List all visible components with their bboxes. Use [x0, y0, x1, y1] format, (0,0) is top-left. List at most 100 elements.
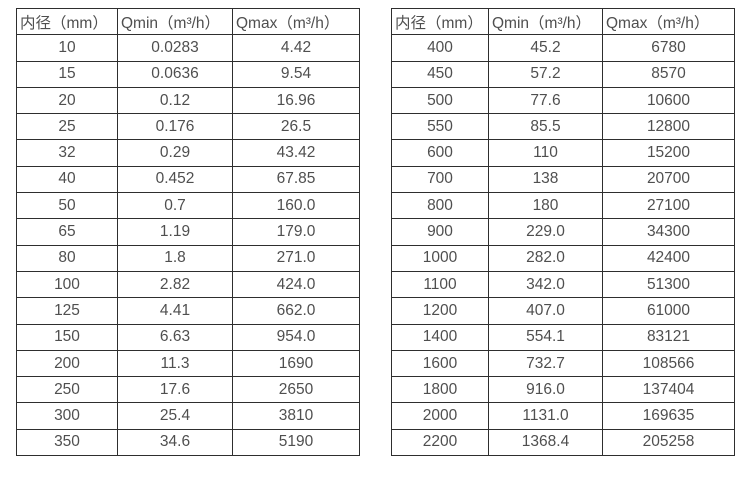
table-row: 20 0.12 16.96: [16, 86, 360, 115]
table-row: 125 4.41 662.0: [16, 297, 360, 325]
table-cell: 1100: [391, 270, 489, 299]
table-row: 65 1.19 179.0: [16, 218, 360, 246]
table-body-left: 10 0.0283 4.42 15 0.0636 9.54 20 0.12 16.96 25 0.1…: [16, 34, 360, 457]
table-row: 1000 282.0 42400: [391, 244, 735, 272]
table-row: 1100 342.0 51300: [391, 270, 735, 299]
table-cell: 3810: [232, 402, 360, 430]
table-cell: 12800: [602, 113, 735, 141]
table-cell: 45.2: [488, 34, 603, 62]
table-cell: 205258: [602, 428, 735, 457]
column-header-diameter: 内径（mm）: [16, 7, 118, 36]
table-cell: 1600: [391, 349, 489, 378]
table-header-row-left: 内径（mm） Qmin（m³/h） Qmax（m³/h）: [16, 7, 360, 36]
table-cell: 17.6: [117, 376, 233, 404]
table-cell: 51300: [602, 270, 735, 299]
table-cell: 500: [391, 86, 489, 115]
table-cell: 110: [488, 139, 603, 167]
table-cell: 2000: [391, 402, 489, 430]
table-cell: 1400: [391, 323, 489, 351]
table-cell: 662.0: [232, 297, 360, 325]
table-row: 800 180 27100: [391, 192, 735, 220]
table-cell: 450: [391, 60, 489, 88]
table-cell: 954.0: [232, 323, 360, 351]
table-cell: 61000: [602, 297, 735, 325]
table-cell: 125: [16, 297, 118, 325]
table-cell: 300: [16, 402, 118, 430]
table-cell: 43.42: [232, 139, 360, 167]
table-cell: 77.6: [488, 86, 603, 115]
table-row: 300 25.4 3810: [16, 402, 360, 430]
table-cell: 100: [16, 270, 118, 299]
table-row: 250 17.6 2650: [16, 376, 360, 404]
flow-table-right: 内径（mm） Qmin（m³/h） Qmax（m³/h） 400 45.2 6780…: [391, 7, 735, 457]
table-cell: 26.5: [232, 113, 360, 141]
table-cell: 2.82: [117, 270, 233, 299]
table-cell: 400: [391, 34, 489, 62]
table-cell: 342.0: [488, 270, 603, 299]
table-cell: 0.452: [117, 165, 233, 194]
table-cell: 85.5: [488, 113, 603, 141]
table-row: 700 138 20700: [391, 165, 735, 194]
table-cell: 20: [16, 86, 118, 115]
table-cell: 25.4: [117, 402, 233, 430]
table-cell: 83121: [602, 323, 735, 351]
table-row: 15 0.0636 9.54: [16, 60, 360, 88]
table-cell: 229.0: [488, 218, 603, 246]
table-cell: 8570: [602, 60, 735, 88]
table-cell: 0.7: [117, 192, 233, 220]
table-cell: 1200: [391, 297, 489, 325]
flow-table-left: 内径（mm） Qmin（m³/h） Qmax（m³/h） 10 0.0283 4.4…: [16, 7, 360, 457]
table-cell: 20700: [602, 165, 735, 194]
table-cell: 50: [16, 192, 118, 220]
table-cell: 67.85: [232, 165, 360, 194]
table-cell: 160.0: [232, 192, 360, 220]
table-header-row-right: 内径（mm） Qmin（m³/h） Qmax（m³/h）: [391, 7, 735, 36]
table-cell: 15200: [602, 139, 735, 167]
table-cell: 65: [16, 218, 118, 246]
table-cell: 0.12: [117, 86, 233, 115]
table-cell: 4.41: [117, 297, 233, 325]
table-cell: 424.0: [232, 270, 360, 299]
table-cell: 27100: [602, 192, 735, 220]
table-cell: 732.7: [488, 349, 603, 378]
table-row: 350 34.6 5190: [16, 428, 360, 457]
table-cell: 6.63: [117, 323, 233, 351]
table-row: 32 0.29 43.42: [16, 139, 360, 167]
table-row: 1400 554.1 83121: [391, 323, 735, 351]
table-cell: 800: [391, 192, 489, 220]
table-cell: 916.0: [488, 376, 603, 404]
table-cell: 2650: [232, 376, 360, 404]
table-row: 150 6.63 954.0: [16, 323, 360, 351]
table-cell: 1000: [391, 244, 489, 272]
table-cell: 10600: [602, 86, 735, 115]
table-cell: 600: [391, 139, 489, 167]
table-cell: 0.0283: [117, 34, 233, 62]
table-cell: 150: [16, 323, 118, 351]
table-cell: 271.0: [232, 244, 360, 272]
table-cell: 350: [16, 428, 118, 457]
table-cell: 4.42: [232, 34, 360, 62]
table-row: 25 0.176 26.5: [16, 113, 360, 141]
table-row: 2200 1368.4 205258: [391, 428, 735, 457]
table-cell: 550: [391, 113, 489, 141]
table-cell: 40: [16, 165, 118, 194]
table-cell: 42400: [602, 244, 735, 272]
table-cell: 80: [16, 244, 118, 272]
table-cell: 108566: [602, 349, 735, 378]
table-row: 600 110 15200: [391, 139, 735, 167]
table-cell: 900: [391, 218, 489, 246]
column-header-diameter: 内径（mm）: [391, 7, 489, 36]
table-cell: 1690: [232, 349, 360, 378]
table-row: 1600 732.7 108566: [391, 349, 735, 378]
table-cell: 180: [488, 192, 603, 220]
table-row: 40 0.452 67.85: [16, 165, 360, 194]
table-cell: 0.176: [117, 113, 233, 141]
table-cell: 34300: [602, 218, 735, 246]
table-cell: 1368.4: [488, 428, 603, 457]
column-header-qmin: Qmin（m³/h）: [117, 7, 233, 36]
table-cell: 11.3: [117, 349, 233, 378]
table-cell: 25: [16, 113, 118, 141]
table-row: 500 77.6 10600: [391, 86, 735, 115]
table-row: 1200 407.0 61000: [391, 297, 735, 325]
